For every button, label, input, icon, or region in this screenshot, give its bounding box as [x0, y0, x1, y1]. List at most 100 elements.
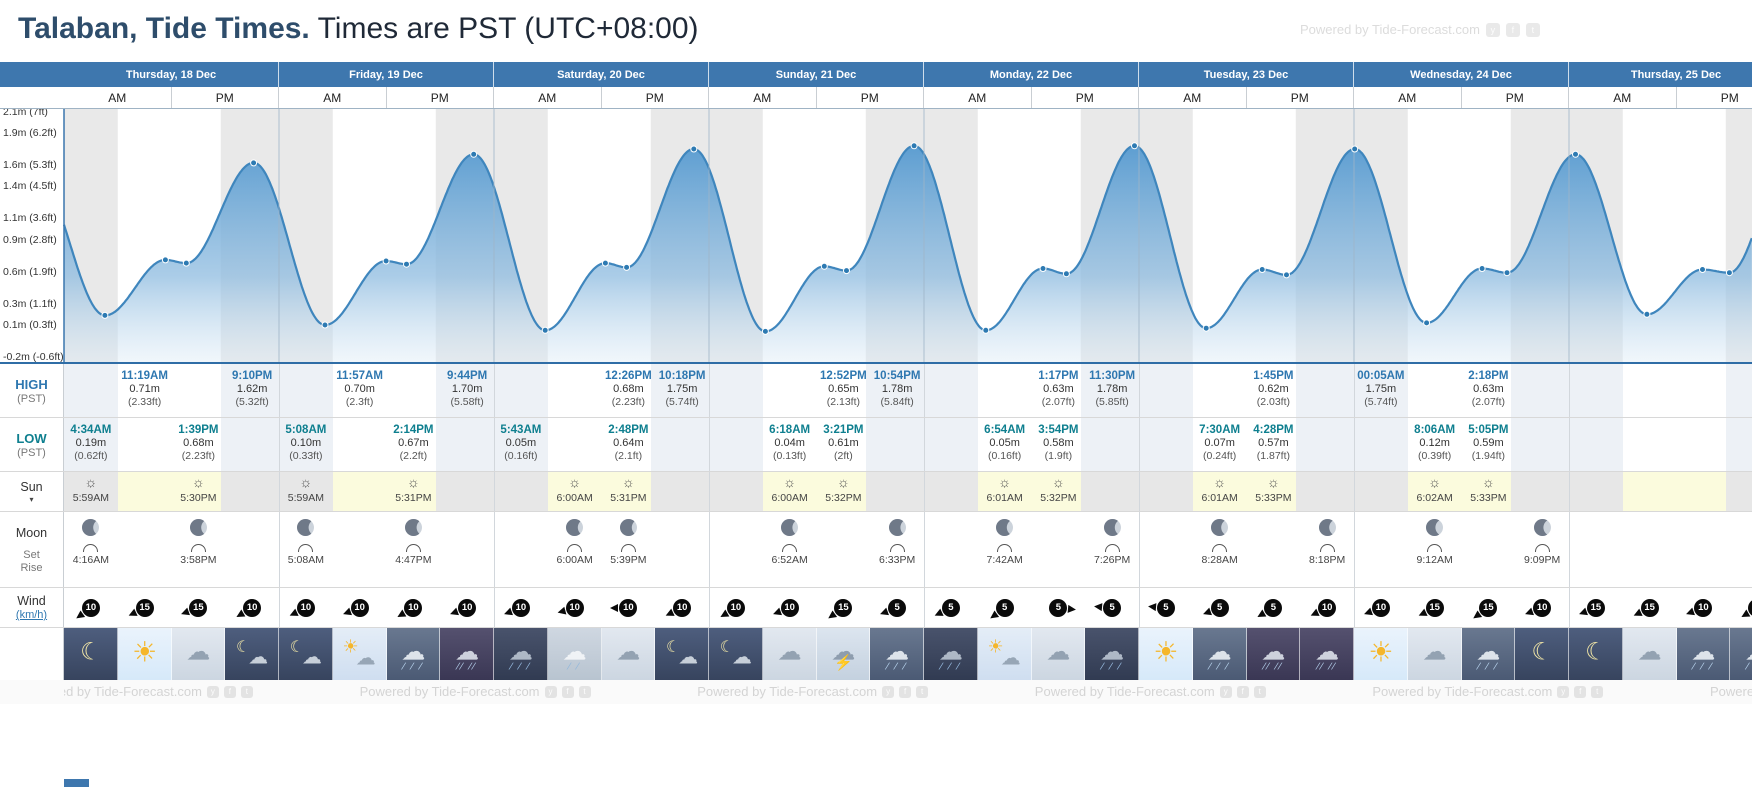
- moon-set-time: 7:42AM: [986, 554, 1023, 566]
- tide-height-m: 0.63m: [1043, 383, 1074, 395]
- low-tide-entry: 2:14PM 0.67m (2.2ft): [365, 424, 461, 462]
- am-header: AM: [494, 87, 602, 108]
- social-icon[interactable]: t: [1253, 685, 1266, 698]
- pm-header: PM: [387, 87, 494, 108]
- tide-height-m: 0.68m: [183, 437, 214, 449]
- rain-weather-icon: [1730, 628, 1752, 680]
- moon-set-entry: 6:00AM: [545, 519, 605, 566]
- wind-indicator: 5: [878, 591, 914, 625]
- moon-set-horizon-icon: [997, 544, 1013, 552]
- high-tide-time: 12:26PM: [605, 370, 652, 382]
- wind-arrow-head: [556, 606, 567, 617]
- social-icon[interactable]: y: [882, 685, 895, 698]
- high-tide-entry: 00:05AM 1.75m (5.74ft): [1333, 370, 1429, 408]
- night-shade-band: [924, 418, 978, 471]
- social-icon[interactable]: y: [1219, 685, 1232, 698]
- social-icon[interactable]: f: [1574, 685, 1587, 698]
- sunrise-time: 6:00AM: [556, 492, 593, 504]
- low-tide-time: 7:30AM: [1199, 424, 1241, 436]
- moon-phase-icon: [1211, 519, 1229, 536]
- cloudy-weather-icon: [601, 628, 656, 680]
- moon-rise-entry: 3:58PM: [168, 519, 228, 566]
- social-icon[interactable]: t: [578, 685, 591, 698]
- sunset-icon: ☼: [621, 474, 635, 490]
- pm-header: PM: [1677, 87, 1752, 108]
- am-header: AM: [1569, 87, 1677, 108]
- night-clear-weather-icon: [64, 628, 118, 680]
- social-icon[interactable]: f: [223, 685, 236, 698]
- drizzle-weather-icon: [547, 628, 602, 680]
- wind-indicator: 10: [395, 591, 430, 625]
- sunrise-time: 5:59AM: [72, 492, 109, 504]
- cloudy-weather-icon: [171, 628, 226, 680]
- low-tide-entry: 5:43AM 0.05m (0.16ft): [473, 424, 569, 462]
- tide-height-m: 0.61m: [828, 437, 859, 449]
- social-icon[interactable]: t: [240, 685, 253, 698]
- heavy-rain-weather-icon: [1300, 628, 1354, 680]
- day-separator: [1354, 588, 1355, 627]
- social-icon[interactable]: f: [561, 685, 574, 698]
- day-header: Tuesday, 23 Dec: [1139, 62, 1354, 87]
- moon-set-entry: 9:12AM: [1405, 519, 1465, 566]
- moon-rise-entry: 5:39PM: [598, 519, 658, 566]
- sunset-time: 5:30PM: [180, 492, 217, 504]
- tide-height-m: 0.65m: [828, 383, 859, 395]
- social-icon[interactable]: y: [206, 685, 219, 698]
- y-axis-label: -0.2m (-0.6ft): [3, 351, 64, 363]
- day-separator: [1139, 364, 1140, 417]
- day-separator: [279, 418, 280, 471]
- night-shade-band: [709, 472, 763, 511]
- wind-unit-link[interactable]: (km/h): [15, 609, 48, 621]
- social-icon[interactable]: y: [1557, 685, 1570, 698]
- y-axis-label: 1.4m (4.5ft): [3, 180, 57, 193]
- sunrise-time: 5:59AM: [287, 492, 324, 504]
- social-icon[interactable]: y: [544, 685, 557, 698]
- social-icon[interactable]: y: [1485, 22, 1500, 37]
- social-icon[interactable]: t: [1525, 22, 1540, 37]
- night-shade-band: [494, 472, 548, 511]
- wind-speed-badge: 15: [189, 599, 208, 617]
- low-tide-entry: 1:39PM 0.68m (2.23ft): [150, 424, 246, 462]
- wind-indicator: 10: [502, 591, 538, 625]
- low-label: LOW: [16, 430, 47, 446]
- social-icon[interactable]: f: [899, 685, 912, 698]
- wind-speed-badge: 5: [1210, 599, 1229, 617]
- day-separator: [494, 418, 495, 471]
- ampm-header-row: AM PM AM PM AM PM AM PM AM PM AM PM AM PM AM PM: [0, 87, 1752, 109]
- tide-height-ft: (2ft): [834, 450, 853, 462]
- day-separator: [1139, 418, 1140, 471]
- tide-height-m: 1.78m: [1096, 383, 1128, 395]
- moon-set-entry: 4:16AM: [61, 519, 121, 566]
- social-icon[interactable]: f: [1505, 22, 1520, 37]
- pm-header: PM: [172, 87, 279, 108]
- tide-height-m: 0.70m: [344, 383, 375, 395]
- tide-height-m: 0.12m: [1419, 437, 1450, 449]
- social-icon[interactable]: t: [916, 685, 929, 698]
- moon-set-horizon-icon: [83, 544, 99, 552]
- sunrise-icon: ☼: [783, 474, 797, 490]
- low-tide-time: 5:05PM: [1468, 424, 1509, 436]
- wind-indicator: 5: [932, 591, 968, 625]
- moon-set-horizon-icon: [567, 544, 583, 552]
- night-shade-band: [1354, 472, 1408, 511]
- y-axis-label: 0.9m (2.8ft): [3, 233, 57, 246]
- rain-weather-icon: [1461, 628, 1516, 680]
- moon-rise-time: 5:39PM: [610, 554, 647, 566]
- day-separator: [279, 588, 280, 627]
- tide-height-ft: (5.74ft): [1364, 396, 1398, 408]
- wind-speed-badge: 10: [619, 599, 638, 617]
- night-shade-band: [220, 364, 279, 417]
- social-icon[interactable]: t: [1591, 685, 1604, 698]
- moon-set-time: 5:08AM: [287, 554, 324, 566]
- moon-set-horizon-icon: [1212, 544, 1228, 552]
- high-tide-time: 1:17PM: [1038, 370, 1079, 382]
- night-shade-band: [650, 472, 709, 511]
- social-icon[interactable]: f: [1236, 685, 1249, 698]
- wind-speed-badge: 10: [243, 599, 262, 617]
- night-shade-band: [220, 472, 279, 511]
- day-separator: [1354, 418, 1355, 471]
- moon-rise-label: Rise: [20, 561, 43, 574]
